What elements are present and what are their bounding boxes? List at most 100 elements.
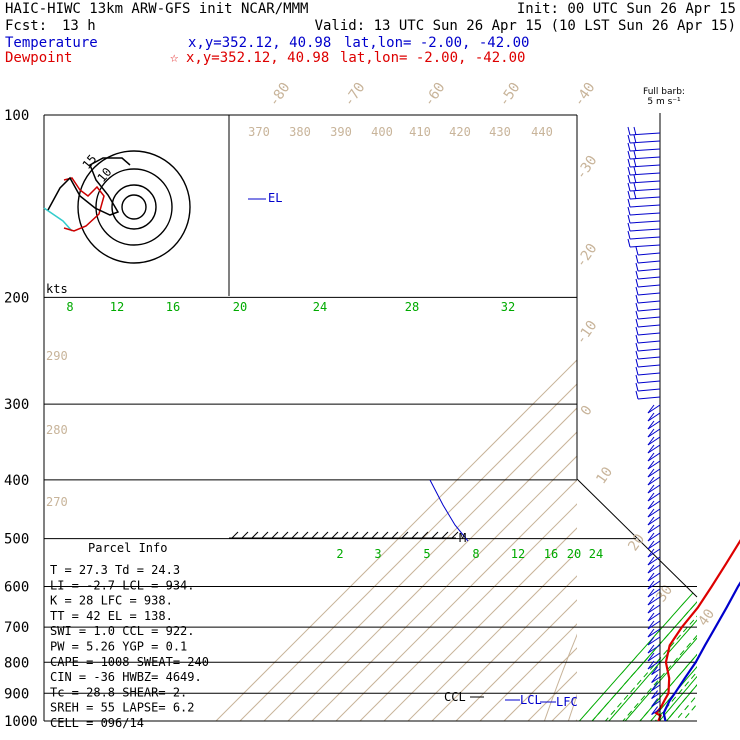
mixing-ratio-line bbox=[622, 521, 697, 721]
wind-barb-flag bbox=[647, 444, 655, 454]
temperature-legend: Temperature bbox=[5, 35, 98, 51]
mixing-ratio-line bbox=[639, 521, 697, 721]
wind-barb bbox=[647, 652, 661, 662]
pressure-tick-label: 500 bbox=[4, 532, 29, 548]
hodograph-ring bbox=[95, 168, 173, 246]
mixing-ratio-line bbox=[579, 521, 697, 721]
mixing-ratio-label: 8 bbox=[66, 300, 73, 314]
wind-barb-flag bbox=[647, 532, 655, 542]
parcel-tick bbox=[331, 531, 339, 539]
wind-barb bbox=[647, 548, 661, 558]
wind-barb bbox=[629, 204, 661, 208]
isotherm-line bbox=[311, 455, 577, 721]
isotherm-label: -40 bbox=[571, 80, 599, 110]
isotherm-line bbox=[287, 431, 577, 721]
dewpoint-legend: Dewpoint bbox=[5, 50, 72, 66]
wind-barb bbox=[647, 468, 661, 478]
wind-barb bbox=[647, 524, 661, 534]
wind-barb-flag bbox=[635, 334, 639, 344]
wind-barb bbox=[647, 660, 661, 670]
wind-barb bbox=[647, 508, 661, 518]
wind-barb bbox=[637, 300, 661, 304]
wind-barb-flag bbox=[635, 286, 639, 296]
wind-barb-flag bbox=[647, 460, 655, 470]
wind-barb bbox=[637, 356, 661, 360]
dry-adiabat-label: 290 bbox=[46, 349, 68, 363]
wind-barb-flag bbox=[647, 516, 655, 526]
pressure-tick-label: 900 bbox=[4, 686, 29, 702]
theta-label: 390 bbox=[330, 125, 352, 139]
wind-barb-flag bbox=[633, 190, 637, 200]
wind-barb-flag bbox=[633, 182, 637, 192]
wind-barb-flag bbox=[635, 294, 639, 304]
wind-barb-flag bbox=[635, 350, 639, 360]
wind-barb-flag bbox=[633, 150, 637, 160]
wind-barb-flag bbox=[647, 588, 655, 598]
wind-barb bbox=[647, 572, 661, 582]
wind-barb bbox=[629, 220, 661, 224]
wind-barb-flag bbox=[651, 666, 658, 675]
mixing-ratio-lines-upper bbox=[625, 297, 740, 721]
parcel-line bbox=[429, 479, 469, 542]
wind-barb-flag bbox=[647, 524, 655, 534]
wind-barb bbox=[629, 148, 661, 152]
parcel-tick bbox=[401, 531, 409, 539]
parcel-tick bbox=[341, 531, 349, 539]
mixing-ratio-label: 24 bbox=[589, 547, 603, 561]
wind-barb bbox=[647, 628, 661, 638]
wind-barb-flag bbox=[647, 612, 655, 622]
wind-barb-flag bbox=[627, 126, 631, 136]
wind-barb-flag bbox=[627, 190, 631, 200]
wind-barb bbox=[647, 412, 661, 422]
wind-barb bbox=[651, 676, 661, 684]
theta-label: 430 bbox=[489, 125, 511, 139]
wind-barb-flag bbox=[647, 620, 655, 630]
wind-barb bbox=[651, 700, 661, 708]
wind-barb bbox=[647, 444, 661, 454]
isotherm-line bbox=[648, 115, 740, 721]
isotherm-line bbox=[455, 599, 577, 721]
wind-barb bbox=[629, 180, 661, 184]
wind-barb-flag bbox=[651, 674, 658, 683]
pressure-tick-label: 800 bbox=[4, 655, 29, 671]
isotherm-line bbox=[383, 527, 577, 721]
wind-barb-flag bbox=[635, 358, 639, 368]
lfc-label: LFC bbox=[556, 695, 578, 709]
wind-barb-flag bbox=[635, 246, 639, 256]
wind-barb-flag bbox=[647, 412, 655, 422]
parcel-info-row: LI = -2.7 LCL = 934. bbox=[50, 578, 195, 592]
parcel-info-row: SWI = 1.0 CCL = 922. bbox=[50, 624, 195, 638]
wind-barb bbox=[637, 268, 661, 272]
parcel-tick bbox=[441, 531, 449, 539]
theta-label: 380 bbox=[289, 125, 311, 139]
dry-adiabat bbox=[736, 115, 740, 721]
dry-adiabat bbox=[640, 115, 740, 721]
wind-barb-flag bbox=[647, 644, 655, 654]
wind-barb-flag bbox=[647, 604, 655, 614]
parcel-info-row: SREH = 55 LAPSE= 6.2 bbox=[50, 701, 195, 715]
wind-barbs bbox=[627, 113, 661, 721]
wind-barb-flag bbox=[635, 310, 639, 320]
mixing-ratio-line bbox=[667, 297, 740, 721]
wind-barb-flag bbox=[633, 174, 637, 184]
wind-barb-flag bbox=[647, 636, 655, 646]
wind-barb bbox=[647, 428, 661, 438]
wind-barb-flag bbox=[635, 262, 639, 272]
wind-barb-flag bbox=[651, 690, 658, 699]
parcel-info-row: Tc = 28.8 SHEAR= 2. bbox=[50, 685, 187, 699]
wind-barb bbox=[647, 604, 661, 614]
parcel-tick bbox=[281, 531, 289, 539]
theta-label: 410 bbox=[409, 125, 431, 139]
wind-barb-flag bbox=[627, 182, 631, 192]
isotherm-label: 20 bbox=[625, 531, 648, 554]
mixing-ratio-line bbox=[605, 521, 697, 721]
wind-barb bbox=[647, 556, 661, 566]
isotherm-label: 30 bbox=[653, 582, 676, 605]
parcel-tick bbox=[371, 531, 379, 539]
mixing-ratio-label: 24 bbox=[313, 300, 327, 314]
wind-barb-flag bbox=[627, 222, 631, 232]
wind-barb bbox=[637, 396, 661, 400]
parcel-tick bbox=[241, 531, 249, 539]
wind-barb-flag bbox=[627, 214, 631, 224]
mixing-ratio-line bbox=[591, 521, 697, 721]
